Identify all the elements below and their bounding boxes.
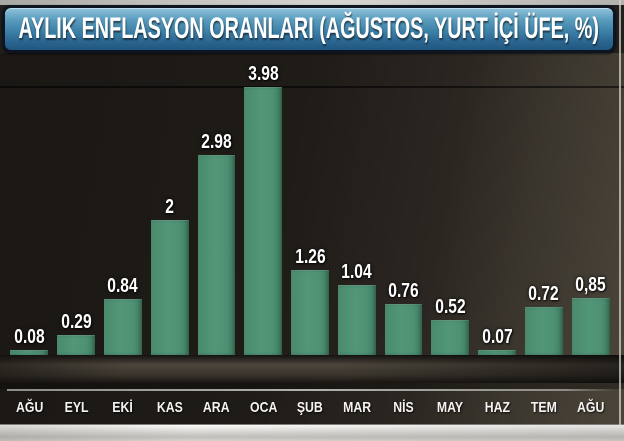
month-label: EKİ: [112, 398, 134, 416]
bar-value-label: 0.72: [528, 283, 559, 305]
month-label: MAR: [342, 398, 371, 416]
bar-column: 0.52: [427, 297, 474, 355]
bar-value-label: 0.52: [435, 296, 466, 318]
bottom-edge-strip: [0, 424, 624, 441]
month-label: NİS: [393, 398, 414, 416]
bar: [57, 335, 96, 355]
gridline-4: [0, 86, 624, 88]
bar-column: 1.26: [287, 247, 334, 355]
month-label: ARA: [203, 398, 230, 416]
month-label: MAY: [437, 398, 464, 416]
bar: [337, 285, 376, 355]
month-label: TEM: [530, 398, 557, 416]
bar-column: 0.84: [100, 276, 147, 355]
bar-value-label: 0.07: [481, 326, 513, 348]
month-label: AĞU: [576, 398, 605, 416]
bar: [524, 307, 563, 355]
bar: [10, 350, 49, 355]
bar-value-label: 0.08: [14, 326, 45, 348]
bar: [103, 299, 142, 355]
bar-column: 2.98: [193, 132, 240, 355]
bar-value-label: 1.26: [294, 246, 326, 268]
bar-value-label: 3.98: [248, 63, 279, 85]
bar-value-label: 0,85: [575, 274, 606, 296]
bar-value-label: 0.84: [107, 275, 139, 297]
bar-column: 0,85: [567, 275, 614, 355]
bar: [291, 270, 329, 355]
bar: [244, 87, 283, 355]
axis-region: AĞU EYL EKİ KAS ARA OCA ŞUB MAR NİS MAY …: [0, 355, 624, 424]
title-banner: AYLIK ENFLASYON ORANLARI (AĞUSTOS, YURT …: [2, 5, 616, 53]
bar: [478, 350, 516, 355]
month-label: KAS: [156, 398, 183, 416]
bar: [431, 320, 470, 355]
bar: [197, 155, 236, 355]
month-labels-row: AĞU EYL EKİ KAS ARA OCA ŞUB MAR NİS MAY …: [0, 391, 624, 424]
bar: [150, 220, 189, 355]
bar-column: 0.72: [520, 284, 567, 355]
bar-value-label: 2: [165, 196, 175, 218]
bar-column: 0.29: [53, 312, 100, 355]
bar-value-label: 1.04: [341, 261, 372, 283]
bar-column: 0.07: [474, 327, 521, 355]
bar-column: 2: [146, 197, 193, 355]
month-label: EYL: [64, 398, 89, 416]
month-label: HAZ: [484, 398, 510, 416]
bar-column: 0.08: [6, 327, 53, 355]
top-edge-strip: [0, 0, 624, 5]
axis-shadow-band: [0, 355, 624, 383]
axis-gap: [0, 383, 624, 389]
bar: [571, 298, 610, 355]
bar-value-label: 0.76: [388, 280, 419, 302]
bar-value-label: 2.98: [201, 131, 232, 153]
month-label: AĞU: [15, 398, 44, 416]
bar-column: 3.98: [240, 64, 287, 355]
right-edge-line: [619, 0, 621, 425]
bar-column: 1.04: [333, 262, 380, 355]
month-label: OCA: [249, 398, 277, 416]
bars-plot: 0.08 0.29 0.84 2 2.98 3.98 1.26 1.04 0.7…: [0, 53, 624, 355]
bar-value-label: 0.29: [60, 311, 92, 333]
bar-column: 0.76: [380, 281, 427, 355]
x-axis-line: [7, 389, 614, 391]
chart-area: 0.08 0.29 0.84 2 2.98 3.98 1.26 1.04 0.7…: [0, 53, 624, 424]
bar: [384, 304, 423, 355]
chart-title: AYLIK ENFLASYON ORANLARI (AĞUSTOS, YURT …: [18, 12, 600, 45]
month-label: ŞUB: [296, 398, 323, 416]
